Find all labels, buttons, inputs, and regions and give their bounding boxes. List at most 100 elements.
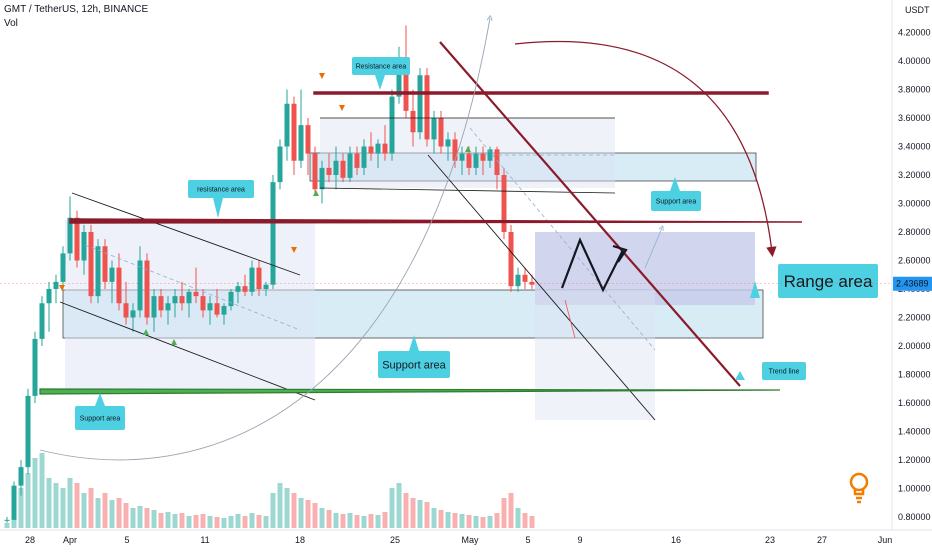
candle-body [144, 260, 150, 318]
candle-body [305, 125, 311, 154]
candle-body [452, 139, 458, 161]
candle-body [25, 395, 31, 468]
callout-trend-box [762, 362, 806, 380]
y-tick-label: 2.20000 [898, 313, 931, 323]
volume-bar [473, 516, 479, 528]
signal-down-icon [339, 105, 345, 111]
volume-bar [172, 514, 178, 528]
volume-bar [298, 498, 304, 528]
candle-body [473, 153, 479, 168]
candle-body [256, 267, 262, 289]
candle-body [235, 286, 241, 292]
trend-line [439, 41, 741, 387]
top-channel-line [319, 187, 616, 194]
candle-body [102, 246, 108, 282]
support-zone-upper [309, 152, 757, 182]
candle-body [270, 182, 276, 285]
x-tick-label: 27 [817, 535, 827, 545]
candles-layer [4, 25, 535, 523]
volume-bar [137, 506, 143, 528]
y-tick-label: 1.00000 [898, 484, 931, 494]
volume-bar [32, 458, 38, 528]
candle-body [179, 296, 185, 304]
projection-arc [39, 18, 490, 461]
candle-body [221, 306, 227, 315]
volume-bar [389, 488, 395, 528]
candle-body [74, 217, 80, 261]
volume-bar [347, 513, 353, 528]
x-tick-label: 18 [295, 535, 305, 545]
channel-line-lower [59, 301, 316, 401]
volume-bar [158, 513, 164, 528]
callout-resistance-top-pointer [375, 75, 385, 90]
volume-bar [452, 513, 458, 528]
candle-body [375, 143, 381, 154]
callout-support-right-box [651, 191, 701, 211]
candle-body [46, 289, 52, 304]
time-axis: 28 Apr 5 11 18 25 May 5 9 16 23 27 Jun [25, 535, 892, 545]
callout-support-right-pointer [670, 177, 680, 191]
lightbulb-icon[interactable] [848, 470, 870, 510]
volume-bar [466, 515, 472, 528]
candle-body [242, 286, 248, 292]
callout-resistance-mid: resistance area [188, 180, 254, 218]
candle-body [368, 146, 374, 154]
candle-body [312, 153, 318, 190]
callout-support-mid-box [378, 351, 450, 378]
candle-body [466, 153, 472, 168]
volume-bar [529, 516, 535, 528]
signal-down-icon [319, 73, 325, 79]
candle-body [522, 274, 528, 282]
candle-body [354, 153, 360, 168]
vol-label: Vol [4, 18, 18, 29]
candle-body [396, 61, 402, 97]
support-line-green [39, 388, 781, 395]
volume-bar [228, 516, 234, 528]
desc-channel-lower [427, 154, 656, 421]
y-tick-label: 1.80000 [898, 370, 931, 380]
volume-bar [284, 488, 290, 528]
x-tick-label: 5 [124, 535, 129, 545]
callout-trend-label: Trend line [769, 368, 800, 375]
volume-bar [39, 453, 45, 528]
signal-down-icon [59, 285, 65, 291]
y-tick-label: 1.20000 [898, 455, 931, 465]
candle-body [186, 291, 192, 304]
channel-shade-left [65, 220, 315, 390]
volume-bar [214, 517, 220, 528]
y-tick-label: 1.60000 [898, 398, 931, 408]
callout-resistance-mid-label: resistance area [197, 186, 245, 193]
x-tick-label: 11 [200, 535, 209, 545]
volume-bar [109, 500, 115, 528]
callout-trend-pointer [735, 371, 745, 380]
current-price-badge [893, 276, 932, 291]
volume-bar [256, 515, 262, 528]
volume-bar [480, 517, 486, 528]
candle-body [291, 103, 297, 161]
y-tick-label: 3.80000 [898, 85, 931, 95]
callout-support-left-box [75, 406, 125, 430]
candle-body [193, 291, 199, 297]
volume-bar [515, 508, 521, 528]
volume-bar [242, 516, 248, 528]
volume-bar [221, 518, 227, 528]
candle-body [130, 310, 136, 318]
volume-bar [116, 498, 122, 528]
candle-body [116, 267, 122, 304]
volume-bar [431, 508, 437, 528]
volume-bar [67, 478, 73, 528]
volume-bar [53, 483, 59, 528]
candle-body [53, 281, 59, 289]
volume-bar [396, 483, 402, 528]
candle-body [207, 303, 213, 311]
candle-body [319, 167, 325, 190]
volume-bar [46, 478, 52, 528]
x-tick-label: 23 [765, 535, 775, 545]
callout-range-pointer [750, 281, 760, 298]
volume-bar [60, 488, 66, 528]
zigzag-projection [560, 237, 624, 293]
volume-bar [368, 514, 374, 528]
volume-bar [144, 508, 150, 528]
candle-body [151, 296, 157, 318]
